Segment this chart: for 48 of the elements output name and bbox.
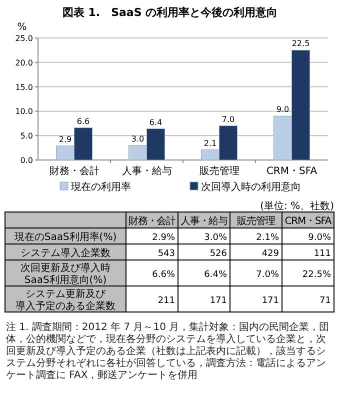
data-label: 6.6 (76, 116, 90, 126)
data-label: 2.1% (256, 233, 280, 243)
data-label: 71 (320, 296, 331, 306)
category-label: CRM・SFA (284, 216, 332, 227)
y-axis-title: % (17, 22, 27, 33)
data-label: 211 (158, 296, 175, 306)
data-label: 3.0% (204, 233, 228, 243)
legend-label: 次回導入時の利用意向 (201, 181, 301, 193)
data-label: 6.4 (149, 118, 162, 127)
data-label: 111 (314, 249, 331, 259)
data-label: 9.0 (276, 105, 290, 114)
category-label: 財務・会計 (128, 215, 176, 227)
y-tick-label: 5.0 (20, 132, 33, 141)
data-label: 3.0 (131, 134, 144, 144)
x-tick-label: 販売管理 (199, 165, 240, 177)
x-tick-label: 財務・会計 (49, 165, 100, 177)
text: システム導入企業数 (20, 247, 110, 259)
data-label: 7.0% (256, 270, 280, 280)
y-tick-label: 15.0 (15, 82, 33, 92)
data-label: 171 (210, 296, 227, 306)
data-label: 2.9% (152, 233, 176, 243)
text: 注 1. 調査期間：2012 年 7 月～10 月，集計対象：国内の民間企業，団体，公的機関などで，現在各分野のシステムを導入している企業と，次回更新及び導入予定のある企業（社数は上記表内に記載），該当するシステム分野それぞれに各社が回答している，調査方法：電話によるアンケート調査に FAX，郵送アンケートを併用 (6, 322, 330, 382)
data-label: 543 (158, 249, 175, 259)
data-label: 7.0 (222, 114, 235, 124)
chart-title: 図表 1. SaaS の利用率と今後の利用意向 (62, 6, 278, 19)
y-tick-label: 10.0 (15, 107, 33, 116)
data-label: 22.5 (292, 39, 310, 48)
data-label: 2.9 (58, 134, 72, 144)
legend-label: 現在の利用率 (71, 181, 131, 193)
y-tick-label: 20.0 (15, 58, 33, 68)
category-label: 人事・給与 (180, 215, 228, 227)
data-label: 171 (262, 296, 279, 306)
y-tick-label: 25.0 (15, 34, 33, 43)
data-label: 2.1 (204, 138, 217, 148)
data-label: 6.6% (152, 270, 176, 280)
text: 次回更新及び導入時SaaS利用意向(%) (20, 262, 110, 286)
y-tick-label: 0.0 (20, 156, 33, 165)
x-tick-label: CRM・SFA (266, 166, 318, 177)
text: (単位: %、社数) (260, 200, 334, 212)
x-tick-label: 人事・給与 (122, 165, 172, 177)
data-label: 429 (262, 249, 280, 259)
data-label: 22.5% (302, 270, 332, 280)
series-label: システム更新及び導入予定のある企業数 (16, 288, 116, 312)
data-label: 9.0% (308, 233, 332, 243)
data-label: 526 (210, 249, 228, 259)
data-label: 6.4% (204, 270, 228, 280)
category-label: 販売管理 (237, 215, 276, 227)
text: 現在のSaaS利用率(%) (14, 231, 117, 243)
